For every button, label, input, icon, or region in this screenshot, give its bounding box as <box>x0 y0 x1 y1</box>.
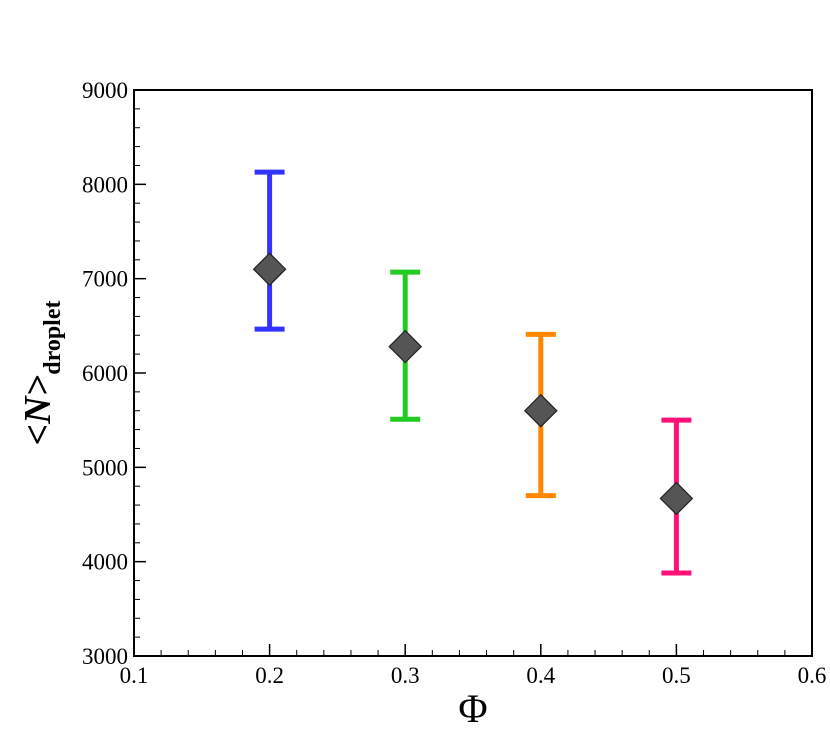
y-axis-label-main: <N> <box>17 375 59 446</box>
y-tick-label: 8000 <box>82 172 128 197</box>
marker <box>388 329 423 364</box>
error-bar <box>254 169 285 332</box>
y-tick-label: 4000 <box>82 550 128 575</box>
x-tick-label: 0.2 <box>255 663 284 688</box>
x-tick-label: 0.4 <box>526 663 555 688</box>
marker <box>252 252 287 287</box>
x-tick-label: 0.6 <box>798 663 827 688</box>
x-tick-label: 0.5 <box>662 663 691 688</box>
y-tick-label: 7000 <box>82 267 128 292</box>
y-axis-label: <N>droplet <box>17 301 66 446</box>
y-tick-label: 9000 <box>82 78 128 103</box>
y-tick-label: 5000 <box>82 455 128 480</box>
y-axis-label-sub: droplet <box>40 301 66 375</box>
x-tick-label: 0.1 <box>120 663 149 688</box>
y-axis-label-group: <N>droplet <box>17 301 66 446</box>
x-axis-label: Φ <box>458 686 487 731</box>
x-tick-label: 0.3 <box>391 663 420 688</box>
plot-frame <box>133 89 813 657</box>
y-tick-label: 6000 <box>82 361 128 386</box>
y-tick-label: 3000 <box>82 644 128 669</box>
marker <box>523 393 558 428</box>
marker <box>659 481 694 516</box>
